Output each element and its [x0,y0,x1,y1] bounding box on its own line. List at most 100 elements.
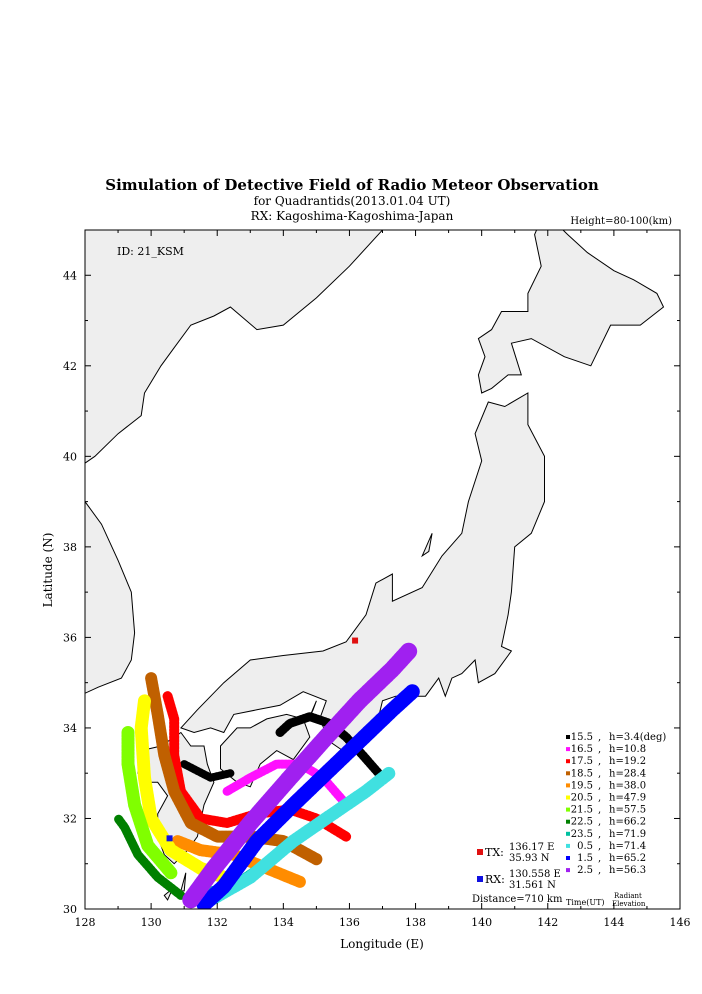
chart-subtitle: for Quadrantids(2013.01.04 UT) [254,194,451,208]
legend-swatch [566,856,570,860]
x-tick-label: 132 [207,916,228,929]
legend-time: 15.5 [571,732,593,743]
x-tick-label: 140 [471,916,492,929]
legend-separator: , [598,805,601,816]
legend-swatch [566,795,570,800]
legend-separator: , [598,817,601,828]
legend-time: 0.5 [577,841,593,852]
legend-time: 23.5 [571,829,593,840]
band-2.5 [182,642,418,909]
band-18.5 [145,672,323,866]
x-tick-label: 146 [670,916,691,929]
x-tick-label: 142 [537,916,558,929]
legend-elevation: h=19.2 [609,756,646,767]
legend-time: 2.5 [577,865,593,876]
legend-separator: , [598,780,601,791]
y-tick-label: 42 [63,360,77,373]
height-label: Height=80-100(km) [570,216,672,227]
receiver-title: RX: Kagoshima-Kagoshima-Japan [251,209,454,223]
legend-elevation: h=38.0 [609,780,646,791]
rx-station-marker [166,835,173,842]
legend-time: 18.5 [571,768,593,779]
chart-title: Simulation of Detective Field of Radio M… [105,176,599,194]
legend-elevation: h=47.9 [609,793,646,804]
x-tick-label: 130 [141,916,162,929]
legend-swatch [566,819,570,824]
legend-separator: , [598,744,601,755]
x-tick-label: 128 [75,916,96,929]
y-tick-label: 30 [63,903,77,916]
rx-latitude: 31.561 N [509,880,556,891]
plot-id-label: ID: 21_KSM [117,245,184,258]
y-tick-label: 40 [63,450,77,463]
legend-separator: , [598,841,601,852]
landmass-tanegashima [180,872,187,892]
landmass-korea [85,230,384,694]
rx-longitude: 130.558 E [509,869,561,880]
legend-elevation-header-1: Radiant [614,892,642,900]
band-22.5 [113,814,186,900]
legend-swatch [566,807,570,812]
legend-separator: , [598,865,601,876]
x-tick-label: 144 [603,916,624,929]
landmass-hokkaido [477,230,665,394]
y-tick-label: 44 [63,269,77,282]
x-axis-label: Longitude (E) [340,937,424,951]
legend-separator: , [598,756,601,767]
landmass-shikoku [220,713,311,788]
legend-elevation-header-2: Elevation [612,900,646,908]
distance-label: Distance=710 km [472,894,563,905]
legend-elevation: h=71.4 [609,841,646,852]
legend-elevation: h=56.3 [609,865,646,876]
time-elevation-legend: 15.5, h=3.4(deg) 16.5, h=10.8 17.5, h=19.2 18.… [566,732,666,876]
legend-swatch [566,843,570,848]
tx-longitude: 136.17 E [509,842,554,853]
tx-label: TX: [485,846,504,859]
legend-swatch [566,747,570,752]
legend-elevation: h=65.2 [609,853,646,864]
legend-elevation: h=10.8 [609,744,646,755]
legend-swatch [566,759,570,764]
y-tick-label: 34 [63,722,77,735]
x-tick-label: 134 [273,916,294,929]
tx-latitude: 35.93 N [509,853,550,864]
legend-time-header: Time(UT) [566,898,605,907]
tx-station-marker [352,637,359,644]
legend-elevation: h=66.2 [609,817,646,828]
band-0.5 [204,766,396,907]
legend-time: 17.5 [571,756,593,767]
legend-separator: , [598,732,601,743]
legend-swatch [566,771,570,776]
band-17.5 [162,691,352,842]
legend-elevation: h=71.9 [609,829,646,840]
legend-elevation: h=28.4 [609,768,646,779]
band-21.5 [121,726,178,880]
y-tick-label: 32 [63,812,77,825]
legend-time: 19.5 [571,780,593,791]
axis-ticks: 128 130 132 134 136 138 140 142 144 146 30 32 34 36 38… [63,230,691,929]
detective-field-bands [113,642,420,909]
legend-separator: , [598,768,601,779]
x-tick-label: 138 [405,916,426,929]
x-tick-label: 136 [339,916,360,929]
legend-elevation: h=57.5 [609,805,646,816]
y-tick-label: 38 [63,541,77,554]
y-tick-label: 36 [63,631,77,644]
band-15.5b [180,760,235,782]
legend-swatch [566,735,570,739]
legend-time: 20.5 [571,793,593,804]
band-1.5 [196,684,420,909]
legend-swatch [566,831,570,836]
legend-time: 1.5 [577,853,593,864]
legend-swatch [566,783,570,788]
legend-time: 21.5 [571,805,593,816]
y-axis-label: Latitude (N) [41,533,55,608]
legend-time: 22.5 [571,817,593,828]
legend-separator: , [598,793,601,804]
legend-separator: , [598,853,601,864]
tx-legend-swatch [477,849,483,855]
band-20.5 [134,694,231,884]
legend-elevation: h=3.4(deg) [609,732,666,743]
legend-swatch [566,868,570,873]
legend-separator: , [598,829,601,840]
